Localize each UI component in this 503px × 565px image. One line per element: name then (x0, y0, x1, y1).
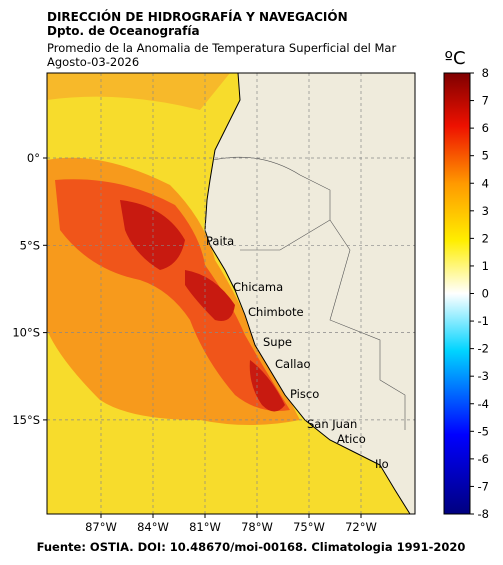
anomaly-zone (55, 179, 290, 411)
place-label: San Juan (307, 417, 357, 431)
colorbar-tick-label: 8 (482, 66, 489, 80)
land (204, 73, 415, 514)
place-label: Ilo (375, 457, 389, 471)
anomaly-zone (120, 200, 285, 412)
colorbar-tick-label: -4 (478, 397, 489, 411)
colorbar-tick-label: -6 (478, 452, 489, 466)
colorbar (443, 72, 471, 515)
map-date: Agosto-03-2026 (47, 55, 139, 69)
map-title: Promedio de la Anomalia de Temperatura S… (47, 41, 396, 55)
lat-tick-label: 15°S (12, 413, 40, 427)
lon-tick-label: 78°W (241, 520, 273, 534)
colorbar-tick-label: 2 (482, 231, 489, 245)
colorbar-tick-label: 7 (482, 94, 489, 108)
labels: 87°W 84°W 81°W 78°W 75°W 72°W 0° 5°S 10°S 15°S Pai… (12, 151, 388, 534)
place-label: Supe (263, 335, 292, 349)
place-label: Paita (206, 234, 234, 248)
colorbar-tick-label: 6 (482, 121, 489, 135)
place-label: Callao (275, 357, 311, 371)
institution: DIRECCIÓN DE HIDROGRAFÍA Y NAVEGACIÓN (47, 9, 348, 24)
place-label: Atico (337, 432, 366, 446)
colorbar-tick-label: 4 (482, 176, 489, 190)
colorbar-tick-label: 0 (482, 287, 489, 301)
lat-tick-label: 10°S (12, 326, 40, 340)
graticule (43, 73, 415, 518)
lon-tick-label: 75°W (293, 520, 325, 534)
colorbar-tick-label: -8 (478, 507, 489, 521)
colorbar-tick-label: 1 (482, 259, 489, 273)
colorbar-tick-label: -2 (478, 342, 489, 356)
lon-tick-label: 84°W (137, 520, 169, 534)
department: Dpto. de Oceanografía (47, 24, 200, 38)
anomaly-zone (47, 73, 230, 110)
map-frame (46, 72, 416, 515)
lon-tick-label: 87°W (85, 520, 117, 534)
lat-tick-label: 0° (27, 151, 40, 165)
lon-tick-label: 72°W (345, 520, 377, 534)
footer: Fuente: OSTIA. DOI: 10.48670/moi-00168. … (37, 540, 466, 554)
place-label: Chicama (233, 280, 283, 294)
map-area (47, 73, 415, 514)
lon-tick-label: 81°W (189, 520, 221, 534)
place-label: Pisco (290, 387, 319, 401)
colorbar-tick-label: -1 (478, 314, 489, 328)
colorbar-tick-label: 5 (482, 149, 489, 163)
colorbar-tick-label: -5 (478, 424, 489, 438)
lat-tick-label: 5°S (20, 238, 40, 252)
colorbar-tick-label: 3 (482, 204, 489, 218)
colorbar-unit: ºC (444, 48, 465, 69)
place-label: Chimbote (248, 305, 304, 319)
colorbar-tick-label: -7 (478, 479, 489, 493)
colorbar-tick-label: -3 (478, 369, 489, 383)
